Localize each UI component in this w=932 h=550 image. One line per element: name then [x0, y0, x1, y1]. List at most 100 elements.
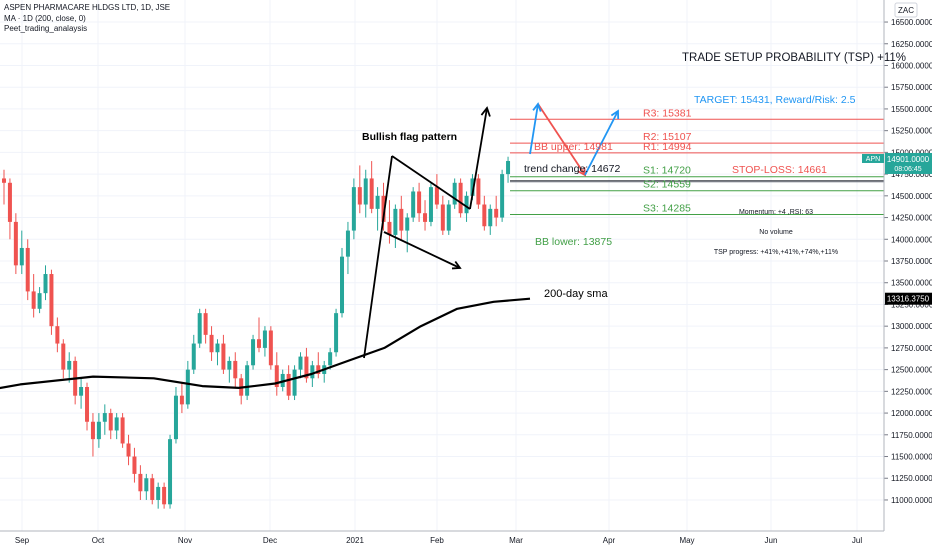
candle-body	[440, 204, 445, 231]
candle-body	[203, 313, 208, 335]
y-tick-label: 15750.0000	[891, 83, 932, 92]
candle	[369, 161, 374, 214]
candle-body	[452, 182, 457, 205]
x-tick-label: Oct	[92, 536, 105, 545]
candle-body	[96, 421, 101, 440]
candle	[286, 365, 291, 401]
y-tick-label: 15250.0000	[891, 127, 932, 136]
candle	[73, 356, 78, 405]
candle	[434, 174, 439, 209]
label-bb-lower: BB lower: 13875	[535, 236, 612, 248]
author-label: Peet_trading_analaysis	[4, 24, 88, 33]
candle-body	[61, 343, 66, 370]
y-tick-label: 15500.0000	[891, 105, 932, 114]
candle-body	[345, 230, 350, 257]
candle	[138, 465, 143, 500]
candle	[108, 408, 113, 440]
candle-body	[245, 365, 250, 396]
sma-tag-value: 13316.3750	[887, 295, 930, 304]
projection-target-line	[584, 110, 619, 176]
candle	[440, 195, 445, 235]
price-tag	[885, 152, 932, 174]
candle	[446, 200, 451, 235]
candle-body	[251, 339, 256, 366]
y-tick-label: 12000.0000	[891, 409, 932, 418]
y-tick-label: 12500.0000	[891, 366, 932, 375]
candle	[500, 169, 505, 222]
candle-body	[43, 274, 48, 294]
x-tick-label: Apr	[603, 536, 616, 545]
flag-pole-line	[363, 155, 393, 359]
candle	[215, 339, 220, 366]
zoom-button-label: ZAC	[898, 6, 914, 15]
y-tick-label: 14750.0000	[891, 170, 932, 179]
sma-line	[0, 297, 531, 390]
candle-body	[55, 326, 60, 344]
candle	[102, 404, 107, 435]
symbol-tag-label: APN	[866, 156, 880, 163]
level-lines	[510, 118, 884, 216]
candle-body	[310, 365, 315, 379]
candle-body	[31, 291, 36, 309]
candle-body	[227, 360, 232, 370]
y-tick-label: 12250.0000	[891, 387, 932, 396]
candle-series	[2, 156, 511, 509]
candle-body	[114, 417, 119, 431]
y-tick-label: 16250.0000	[891, 40, 932, 49]
candle	[132, 447, 137, 483]
candle-body	[90, 421, 95, 440]
x-tick-label: Jul	[852, 536, 862, 545]
candle	[25, 239, 30, 301]
price-tag-time: 08:06:45	[894, 166, 921, 173]
candle	[274, 352, 279, 396]
candle-body	[120, 417, 125, 444]
candle	[322, 360, 327, 383]
candle	[375, 187, 380, 231]
candle-body	[393, 208, 398, 235]
candle-body	[233, 360, 238, 379]
y-tick-label: 14000.0000	[891, 235, 932, 244]
chart-grid	[0, 0, 884, 531]
candle	[67, 352, 72, 383]
candle-body	[482, 204, 487, 227]
momentum-label: Momentum: +4 ,RSI: 63	[739, 209, 813, 216]
candle-body	[369, 178, 374, 209]
y-tick-label: 11750.0000	[891, 431, 932, 440]
candle	[494, 195, 499, 227]
candle-body	[168, 439, 173, 505]
candle-body	[197, 313, 202, 344]
candle-body	[156, 486, 161, 500]
candle	[156, 482, 161, 509]
candle	[316, 352, 321, 379]
label-s2: S2: 14559	[643, 179, 691, 191]
zoom-button	[894, 2, 918, 18]
candle	[334, 308, 339, 357]
candle-body	[340, 256, 345, 314]
candle	[43, 265, 48, 301]
symbol-title[interactable]: ASPEN PHARMACARE HLDGS LTD, 1D, JSE	[4, 3, 171, 12]
candle-body	[434, 187, 439, 205]
candle	[268, 326, 273, 370]
candle	[120, 413, 125, 448]
candle	[262, 326, 267, 357]
candle	[191, 334, 196, 374]
x-tick-label: Sep	[15, 536, 30, 545]
x-tick-label: May	[679, 536, 694, 545]
flag-top-line	[391, 155, 471, 210]
projection-up-line	[529, 103, 539, 155]
candle-body	[405, 217, 410, 231]
candle-body	[458, 182, 463, 214]
candle	[387, 200, 392, 244]
label-target: TARGET: 15431, Reward/Risk: 2.5	[694, 94, 856, 106]
candle	[304, 347, 309, 383]
candle-body	[13, 221, 18, 266]
y-tick-label: 11000.0000	[891, 496, 932, 505]
candle	[13, 213, 18, 275]
candle	[19, 230, 24, 275]
ma-indicator-label[interactable]: MA · 1D (200, close, 0)	[4, 13, 86, 23]
label-trend-change: trend change: 14672	[524, 163, 620, 175]
candle	[428, 182, 433, 227]
candle-body	[381, 195, 386, 222]
candle-body	[85, 387, 90, 422]
